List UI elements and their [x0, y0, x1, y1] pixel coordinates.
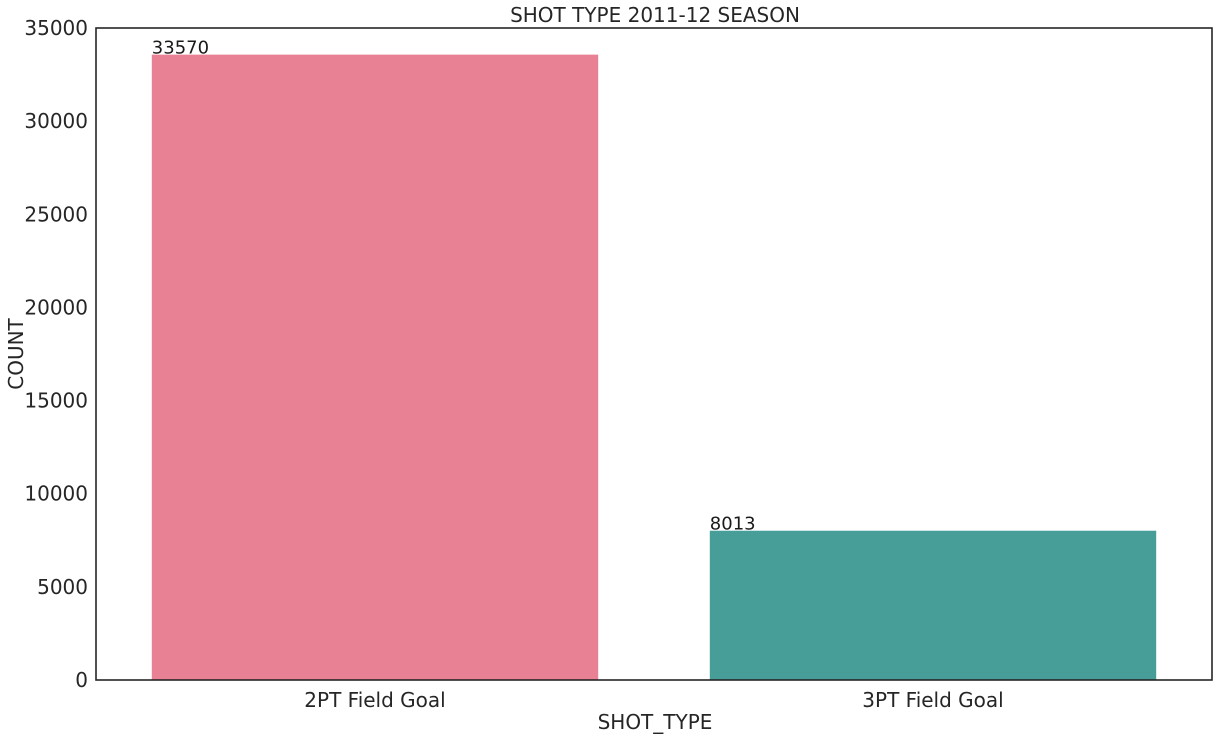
y-tick-label: 5000 — [37, 575, 88, 599]
plot-frame — [95, 27, 1213, 681]
chart-title: SHOT TYPE 2011-12 SEASON — [510, 3, 800, 27]
y-tick-label: 10000 — [24, 482, 88, 506]
bar-value-label-2: 8013 — [710, 514, 756, 535]
y-tick-label: 30000 — [24, 109, 88, 133]
y-axis-label: COUNT — [4, 317, 28, 389]
plot-area: 33570 8013 — [151, 38, 1157, 681]
y-tick-label: 20000 — [24, 295, 88, 319]
y-tick-label: 15000 — [24, 389, 88, 413]
x-tick-label: 3PT Field Goal — [862, 688, 1003, 712]
y-tick-label: 35000 — [24, 16, 88, 40]
x-tick-label: 2PT Field Goal — [304, 688, 445, 712]
y-tick-label: 25000 — [24, 202, 88, 226]
x-axis-label: SHOT_TYPE — [598, 710, 713, 734]
y-tick-label: 0 — [75, 668, 88, 692]
bar-1 — [151, 54, 599, 681]
bar-value-label-1: 33570 — [152, 38, 209, 59]
x-axis: 2PT Field Goal 3PT Field Goal — [304, 688, 1003, 712]
bar-2 — [709, 530, 1157, 680]
y-axis: 0 5000 10000 15000 20000 25000 30000 35000 — [24, 16, 88, 692]
